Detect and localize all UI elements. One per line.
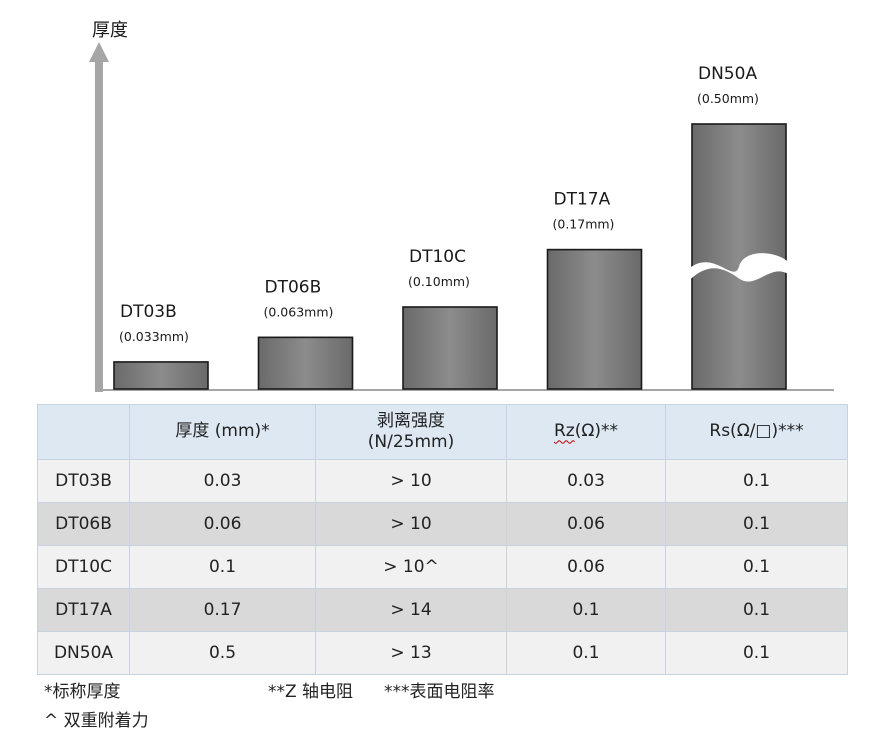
spec-table: 厚度 (mm)* 剥离强度 (N/25mm) Rz(Ω)** Rs(Ω/□)**… (37, 404, 848, 675)
bar-dt03b (113, 361, 209, 390)
row-rs: 0.1 (665, 631, 848, 675)
bar-chart: 厚度 DT03B (0.033mm) DT06B (0.063mm) DT10C (0.1… (89, 20, 834, 392)
row-product: DT17A (37, 588, 130, 632)
bar-label: DT10C (409, 247, 466, 267)
row-rz: 0.03 (506, 459, 666, 503)
row-product: DN50A (37, 631, 130, 675)
bar-dt06b (257, 336, 354, 390)
row-rz: 0.1 (506, 588, 666, 632)
bar-value-label: (0.063mm) (264, 304, 334, 319)
row-peel: > 13 (315, 631, 507, 675)
row-rz: 0.1 (506, 631, 666, 675)
row-product: DT06B (37, 502, 130, 546)
footnote-surface-resistivity: ***表面电阻率 (384, 682, 495, 702)
table-row: DT06B 0.06 > 10 0.06 0.1 (37, 502, 848, 546)
header-rs: Rs(Ω/□)*** (665, 404, 848, 460)
row-peel: > 10 (315, 459, 507, 503)
bar-dt10c (402, 306, 498, 390)
row-thickness: 0.03 (129, 459, 316, 503)
bar-value-label: (0.033mm) (119, 329, 189, 344)
header-rz-prefix: Rz (553, 421, 575, 442)
row-thickness: 0.1 (129, 545, 316, 589)
row-peel: > 14 (315, 588, 507, 632)
bar-dt17a (546, 248, 643, 390)
y-axis (95, 60, 103, 392)
row-rz: 0.06 (506, 545, 666, 589)
row-product: DT03B (37, 459, 130, 503)
bar-value-label: (0.10mm) (408, 274, 470, 289)
row-product: DT10C (37, 545, 130, 589)
bar-label: DT03B (120, 302, 177, 322)
bar-value-label: (0.17mm) (553, 217, 615, 232)
bar-label: DT17A (554, 190, 611, 210)
footnote-nominal-thickness: *标称厚度 (44, 682, 121, 702)
bar-value-label: (0.50mm) (697, 91, 759, 106)
row-peel: > 10^ (315, 545, 507, 589)
table-row: DT03B 0.03 > 10 0.03 0.1 (37, 459, 848, 503)
y-axis-arrow (89, 42, 109, 62)
row-rs: 0.1 (665, 502, 848, 546)
header-rz: Rz(Ω)** (506, 404, 666, 460)
header-thickness: 厚度 (mm)* (129, 404, 316, 460)
row-thickness: 0.5 (129, 631, 316, 675)
bar-label: DN50A (698, 64, 757, 84)
footnote-double-adhesion: ^ 双重附着力 (44, 711, 149, 731)
table-row: DN50A 0.5 > 13 0.1 0.1 (37, 631, 848, 675)
table-row: DT17A 0.17 > 14 0.1 0.1 (37, 588, 848, 632)
row-rs: 0.1 (665, 588, 848, 632)
row-peel: > 10 (315, 502, 507, 546)
table-row: DT10C 0.1 > 10^ 0.06 0.1 (37, 545, 848, 589)
row-rs: 0.1 (665, 545, 848, 589)
axis-break-mark (689, 253, 789, 282)
row-thickness: 0.06 (129, 502, 316, 546)
table-header-row: 厚度 (mm)* 剥离强度 (N/25mm) Rz(Ω)** Rs(Ω/□)**… (37, 404, 848, 460)
header-cell-blank (37, 404, 130, 460)
row-rs: 0.1 (665, 459, 848, 503)
header-peel-strength: 剥离强度 (N/25mm) (315, 404, 507, 460)
header-rz-suffix: (Ω)** (574, 421, 618, 442)
row-thickness: 0.17 (129, 588, 316, 632)
row-rz: 0.06 (506, 502, 666, 546)
bar-label: DT06B (265, 277, 322, 297)
y-axis-title: 厚度 (92, 20, 128, 41)
footnote-z-axis-resistance: **Z 轴电阻 (268, 682, 354, 702)
bars-group: DT03B (0.033mm) DT06B (0.063mm) DT10C (0.10mm… (113, 64, 789, 390)
